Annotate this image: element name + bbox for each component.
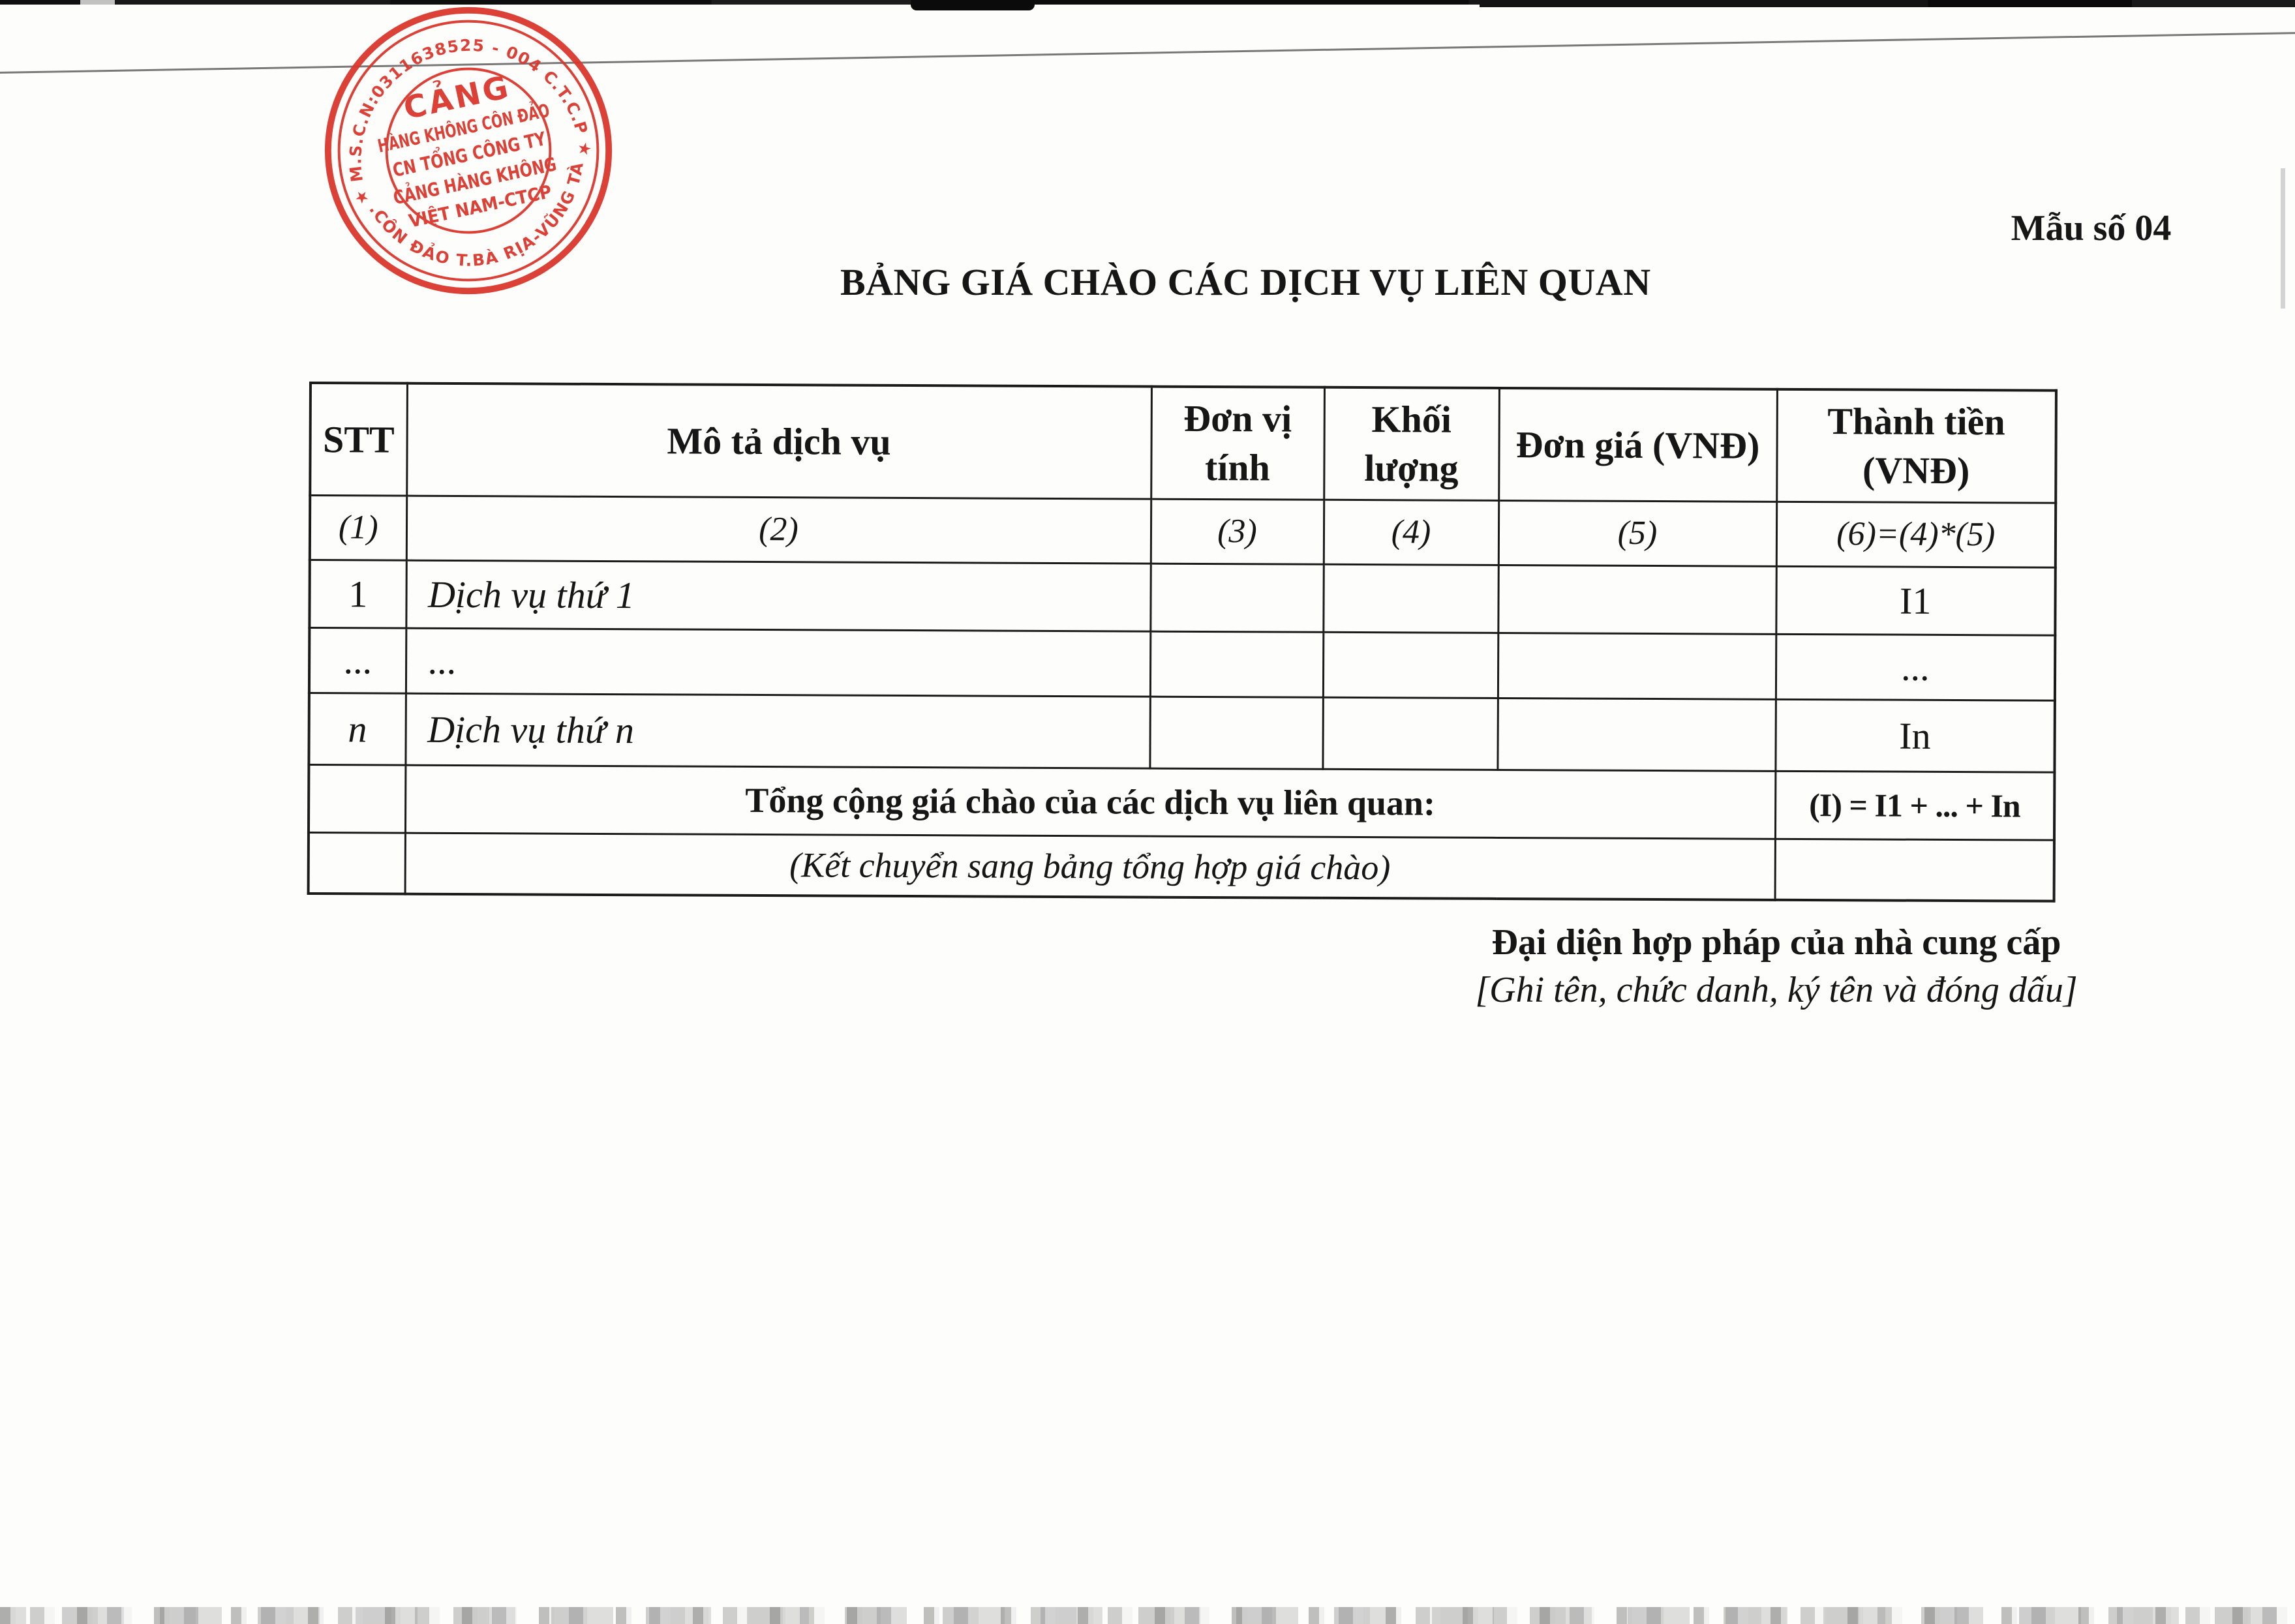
total-row-value: (I) = I1 + ... + In xyxy=(1774,770,2055,840)
legal-representative-title: Đại diện hợp pháp của nhà cung cấp xyxy=(1491,922,2061,963)
numbering-cell-1: (1) xyxy=(309,495,407,560)
scan-artifact-edge-streak xyxy=(2281,168,2285,308)
numbering-cell-5: (5) xyxy=(1498,500,1777,566)
signature-instruction: [Ghi tên, chức danh, ký tên và đóng dấu] xyxy=(1475,970,2078,1011)
col-header-unit: Đơn vị tính xyxy=(1151,386,1324,500)
cell-quantity xyxy=(1323,564,1498,633)
cell-description: ... xyxy=(405,627,1151,697)
cell-unit-price xyxy=(1497,697,1776,771)
column-numbering-row: (1) (2) (3) (4) (5) (6)=(4)*(5) xyxy=(309,495,2056,567)
carry-row-value-cell xyxy=(1774,838,2054,901)
numbering-cell-3: (3) xyxy=(1150,498,1324,564)
cell-unit-price xyxy=(1498,564,1776,634)
cell-stt: 1 xyxy=(309,560,406,628)
col-header-amount: Thành tiền (VNĐ) xyxy=(1776,389,2056,503)
carry-row-stt-cell xyxy=(308,832,405,894)
cell-amount: In xyxy=(1775,699,2055,772)
cell-quantity xyxy=(1322,697,1498,770)
table-header-row: STT Mô tả dịch vụ Đơn vị tính Khối lượng… xyxy=(310,383,2056,503)
total-row-label: Tổng cộng giá chào của các dịch vụ liên … xyxy=(404,764,1776,839)
table-row: n Dịch vụ thứ n In xyxy=(309,693,2055,772)
col-header-quantity: Khối lượng xyxy=(1324,387,1499,500)
cell-unit xyxy=(1150,563,1324,632)
cell-amount: ... xyxy=(1775,633,2056,700)
scan-artifact-top-bar xyxy=(0,0,2295,5)
numbering-cell-6: (6)=(4)*(5) xyxy=(1776,501,2056,567)
company-seal: ★ M.S.C.N:0311638525 - 004 C.T.C.P ★ H.C… xyxy=(320,3,613,299)
seal-inner-ring xyxy=(385,67,552,234)
numbering-cell-4: (4) xyxy=(1323,499,1499,565)
cell-description: Dịch vụ thứ n xyxy=(405,693,1150,768)
page-title: BẢNG GIÁ CHÀO CÁC DỊCH VỤ LIÊN QUAN xyxy=(840,261,1651,303)
cell-unit-price xyxy=(1497,632,1776,699)
col-header-stt: STT xyxy=(310,383,407,496)
table-row: ... ... ... xyxy=(309,627,2056,700)
signature-block: Đại diện hợp pháp của nhà cung cấp [Ghi … xyxy=(1467,921,2086,1012)
col-header-unit-price: Đơn giá (VNĐ) xyxy=(1498,387,1777,502)
cell-stt: n xyxy=(309,693,406,765)
carry-over-row: (Kết chuyển sang bảng tổng hợp giá chào) xyxy=(308,832,2054,901)
cell-unit xyxy=(1149,696,1323,769)
scan-artifact-top-bar-right xyxy=(1480,0,2295,7)
scan-artifact-top-blob xyxy=(911,0,1035,10)
numbering-cell-2: (2) xyxy=(406,495,1151,564)
seal-outer-ring xyxy=(324,7,613,295)
table-row: 1 Dịch vụ thứ 1 I1 xyxy=(309,560,2056,635)
scan-artifact-bottom-noise xyxy=(0,1607,2295,1624)
cell-unit xyxy=(1149,631,1324,697)
seal-middle-ring xyxy=(337,20,600,282)
form-number-label: Mẫu số 04 xyxy=(2011,208,2172,248)
total-row-stt-cell xyxy=(308,764,406,833)
carry-row-label: (Kết chuyển sang bảng tổng hợp giá chào) xyxy=(404,832,1775,900)
col-header-service-description: Mô tả dịch vụ xyxy=(406,383,1151,499)
cell-quantity xyxy=(1322,631,1498,698)
cell-description: Dịch vụ thứ 1 xyxy=(406,560,1151,631)
cell-amount: I1 xyxy=(1776,565,2056,635)
total-row: Tổng cộng giá chào của các dịch vụ liên … xyxy=(308,764,2055,840)
cell-stt: ... xyxy=(309,627,406,693)
price-quotation-table: STT Mô tả dịch vụ Đơn vị tính Khối lượng… xyxy=(307,382,2058,903)
